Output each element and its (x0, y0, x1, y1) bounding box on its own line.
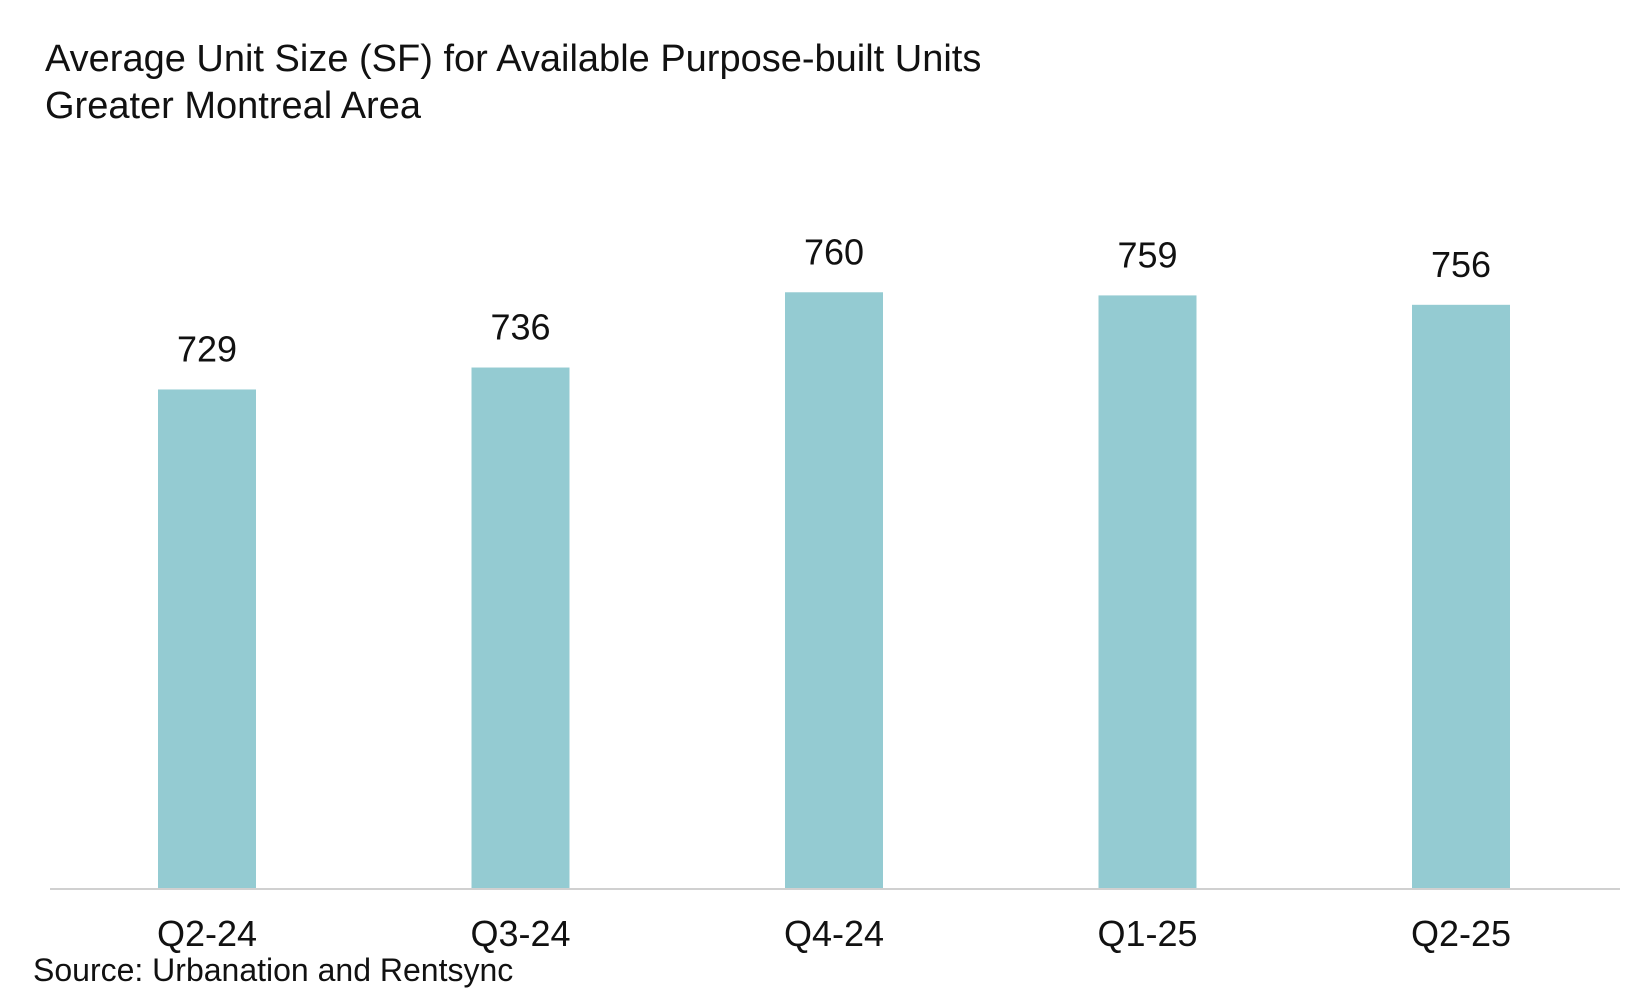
value-labels-group: 729 736 760 759 756 (177, 231, 1491, 369)
category-label-q4-24: Q4-24 (784, 913, 884, 954)
category-label-q3-24: Q3-24 (470, 913, 570, 954)
category-labels-group: Q2-24 Q3-24 Q4-24 Q1-25 Q2-25 (157, 913, 1511, 954)
bar-q2-25 (1412, 304, 1510, 888)
category-label-q1-25: Q1-25 (1097, 913, 1197, 954)
chart-title-block: Average Unit Size (SF) for Available Pur… (45, 36, 981, 130)
bar-q3-24 (471, 367, 570, 888)
chart-title: Average Unit Size (SF) for Available Pur… (45, 38, 982, 80)
bars-group (158, 292, 1510, 888)
value-label-q2-25: 756 (1431, 244, 1491, 285)
chart-subtitle: Greater Montreal Area (45, 85, 421, 127)
source-note: Source: Urbanation and Rentsync (33, 952, 514, 988)
bar-q4-24 (785, 292, 883, 888)
category-label-q2-24: Q2-24 (157, 913, 257, 954)
value-label-q1-25: 759 (1117, 234, 1177, 275)
bar-q1-25 (1098, 295, 1197, 888)
value-label-q4-24: 760 (804, 231, 864, 272)
category-label-q2-25: Q2-25 (1411, 913, 1511, 954)
bar-q2-24 (158, 389, 256, 888)
value-label-q3-24: 736 (490, 307, 550, 348)
value-label-q2-24: 729 (177, 328, 237, 369)
